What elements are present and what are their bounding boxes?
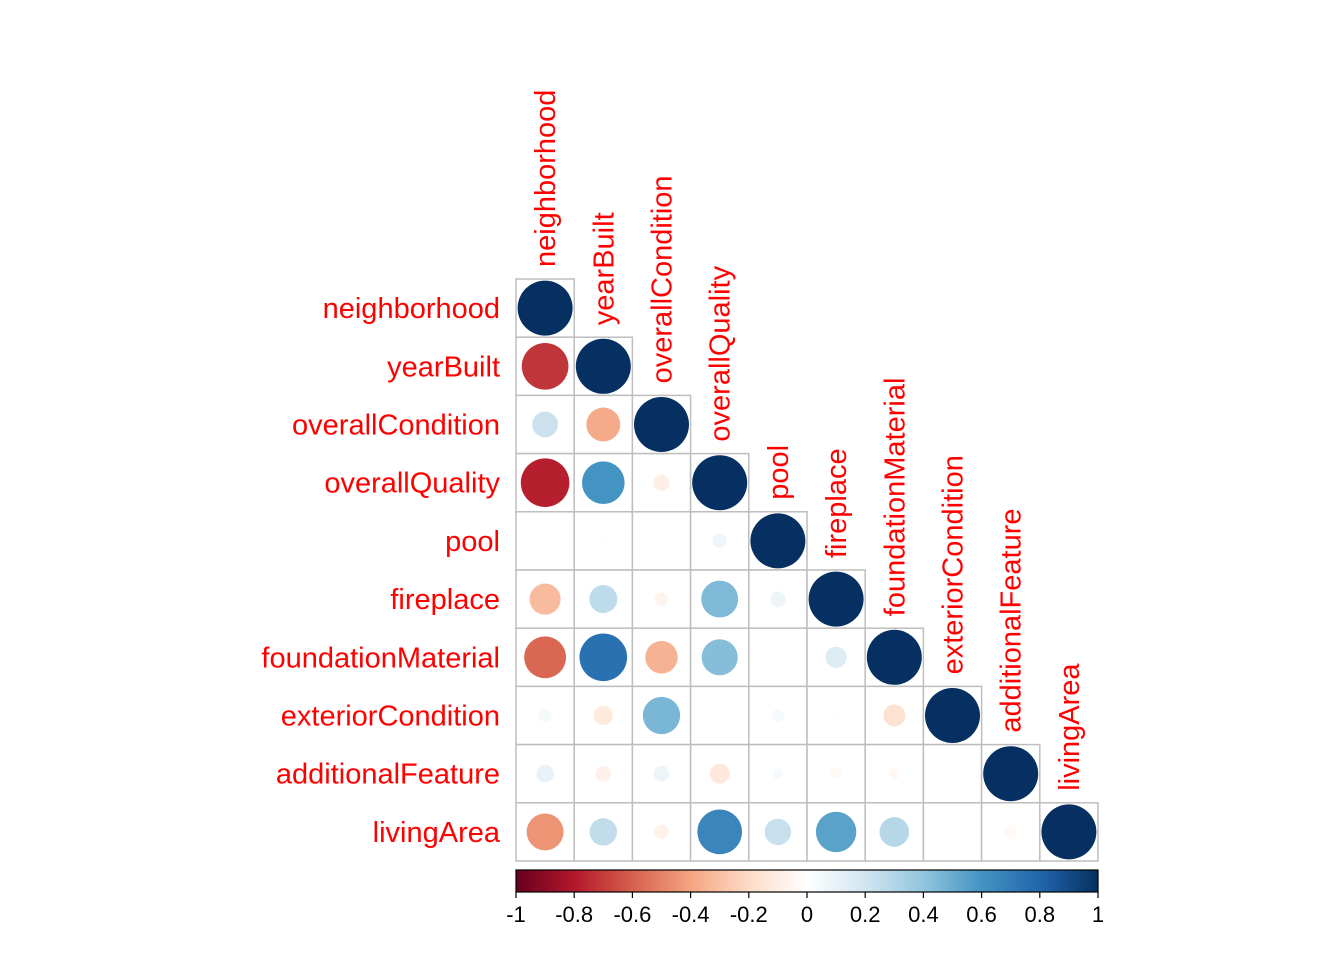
correlation-circle-livingArea-pool [764,818,792,846]
correlation-circle-pool-pool [750,513,806,569]
correlation-circle-pool-yearBuilt [600,538,607,544]
correlation-circle-neighborhood-neighborhood [517,280,573,336]
correlation-circle-additionalFeature-neighborhood [536,765,554,783]
column-labels: neighborhood yearBuilt overallCondition ove… [530,90,1086,791]
correlation-circle-overallCondition-overallCondition [634,397,689,452]
colorbar-tick-label: 0.4 [908,902,939,927]
colorbar-tick-label: 0.8 [1025,902,1056,927]
correlation-circle-livingArea-foundationMaterial [879,817,910,847]
colorbar: -1 -0.8 -0.6 -0.4 -0.2 0 0.2 0.4 0.6 0.8 1 [506,869,1104,927]
correlation-circle-livingArea-overallCondition [654,824,669,840]
correlation-circle-additionalFeature-additionalFeature [983,746,1039,802]
column-label: neighborhood [530,90,562,267]
matrix-cell [515,511,575,571]
row-label: additionalFeature [276,759,500,791]
column-label: additionalFeature [996,508,1028,732]
correlation-circle-exteriorCondition-pool [771,709,785,722]
row-label: exteriorCondition [281,701,500,733]
correlation-circle-livingArea-yearBuilt [589,818,618,846]
correlation-circle-fireplace-pool [770,591,786,607]
correlation-circle-foundationMaterial-foundationMaterial [866,629,922,685]
row-label: neighborhood [323,293,500,325]
correlation-circle-livingArea-fireplace [815,811,857,853]
row-label: yearBuilt [387,351,500,383]
column-label: overallQuality [705,265,737,441]
row-label: overallQuality [324,468,500,500]
colorbar-tick-label: -0.4 [672,902,710,927]
correlation-circle-additionalFeature-fireplace [830,768,842,780]
correlation-circle-overallCondition-yearBuilt [586,407,621,442]
correlation-circle-yearBuilt-neighborhood [521,342,569,390]
correlation-circle-additionalFeature-pool [772,768,784,780]
row-labels: neighborhood yearBuilt overallCondition ove… [261,293,500,849]
correlation-circle-foundationMaterial-fireplace [825,646,847,668]
colorbar-tick-label: -0.2 [730,902,768,927]
correlation-circle-foundationMaterial-overallCondition [645,641,678,674]
row-label: fireplace [390,584,500,616]
column-label: overallCondition [647,175,679,383]
correlation-circle-exteriorCondition-overallQuality [716,712,723,719]
column-label: exteriorCondition [938,455,970,674]
colorbar-tick-label: 0.6 [966,902,997,927]
correlation-circle-foundationMaterial-overallQuality [701,639,738,676]
row-label: livingArea [373,817,501,849]
correlation-circle-overallCondition-neighborhood [532,411,558,438]
correlation-circle-yearBuilt-yearBuilt [575,338,631,394]
correlation-circle-fireplace-overallCondition [654,592,669,606]
colorbar-tick-label: -0.8 [555,902,593,927]
correlation-circle-exteriorCondition-yearBuilt [593,705,613,726]
correlation-circle-livingArea-livingArea [1041,804,1097,860]
colorbar-tick-label: -0.6 [613,902,651,927]
row-label: pool [445,526,500,558]
colorbar-tick-label: 0 [801,902,813,927]
correlation-circle-fireplace-overallQuality [701,580,739,618]
correlation-circle-fireplace-yearBuilt [589,585,618,614]
correlation-circle-additionalFeature-overallQuality [709,763,730,784]
column-label: fireplace [821,448,853,558]
colorbar-gradient [515,869,1099,893]
correlation-circle-exteriorCondition-neighborhood [538,709,552,722]
column-label: foundationMaterial [879,378,911,617]
correlation-circle-pool-overallQuality [712,533,727,549]
correlation-circle-overallQuality-overallQuality [692,455,748,511]
correlation-circle-livingArea-additionalFeature [1005,826,1017,838]
correlation-circle-additionalFeature-foundationMaterial [888,768,900,780]
correlation-circle-overallQuality-overallCondition [653,474,670,491]
correlation-circle-foundationMaterial-neighborhood [524,636,567,679]
correlation-circle-exteriorCondition-foundationMaterial [883,704,906,727]
correlation-circle-overallQuality-neighborhood [520,458,570,507]
correlation-circle-fireplace-neighborhood [529,583,561,615]
row-label: overallCondition [292,410,500,442]
correlation-circle-additionalFeature-exteriorCondition [949,770,956,777]
matrix-cell [689,511,750,571]
correlation-circle-livingArea-exteriorCondition [949,829,956,835]
colorbar-tick-label: 0.2 [850,902,881,927]
matrix-cells [515,278,1099,862]
column-label: yearBuilt [588,212,620,325]
correlation-circle-additionalFeature-overallCondition [653,765,670,782]
colorbar-tick-label: 1 [1092,902,1104,927]
matrix-cell [748,627,808,688]
correlation-circle-exteriorCondition-exteriorCondition [925,688,980,743]
correlation-circle-exteriorCondition-overallCondition [642,696,681,735]
correlation-circle-additionalFeature-yearBuilt [595,765,612,782]
correlation-circle-exteriorCondition-fireplace [833,712,839,719]
correlation-circle-livingArea-overallQuality [697,809,743,855]
row-label: foundationMaterial [261,642,500,674]
column-label: livingArea [1054,663,1086,791]
correlation-circle-livingArea-neighborhood [526,813,564,851]
correlation-circle-foundationMaterial-yearBuilt [579,633,628,682]
colorbar-tick-label: -1 [506,902,526,927]
correlation-circle-fireplace-fireplace [808,571,864,627]
correlation-circle-overallQuality-yearBuilt [581,461,625,505]
column-label: pool [763,445,795,500]
matrix-cell [631,511,692,571]
